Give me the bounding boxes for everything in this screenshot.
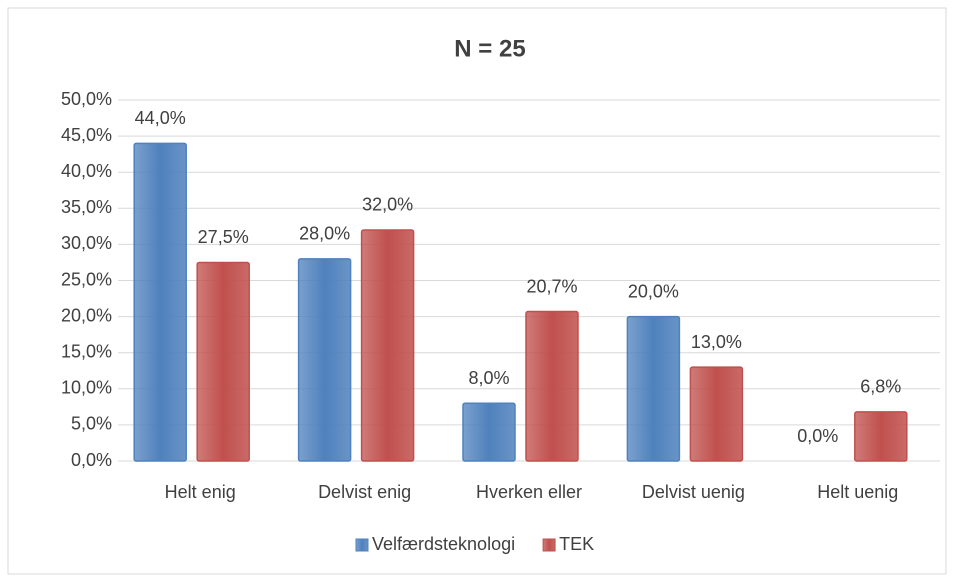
bar [297, 258, 352, 462]
x-tick-label: Delvist enig [318, 482, 411, 502]
y-tick-label: 50,0% [61, 89, 112, 109]
y-tick-label: 5,0% [71, 414, 112, 434]
bar [462, 402, 516, 462]
value-label: 0,0% [797, 426, 838, 446]
y-tick-label: 40,0% [61, 161, 112, 181]
x-tick-label: Helt enig [165, 482, 236, 502]
value-label: 28,0% [299, 224, 350, 244]
legend-swatch [542, 538, 556, 552]
chart-title: N = 25 [454, 35, 525, 62]
bar [854, 411, 908, 462]
value-label: 27,5% [198, 227, 249, 247]
value-label: 44,0% [135, 108, 186, 128]
y-tick-label: 15,0% [61, 341, 112, 361]
bar [525, 310, 579, 462]
value-label: 20,0% [628, 281, 679, 301]
y-tick-label: 0,0% [71, 450, 112, 470]
x-tick-label: Delvist uenig [642, 482, 745, 502]
bar [626, 315, 681, 462]
value-label: 32,0% [362, 195, 413, 215]
legend-swatch [355, 538, 369, 552]
y-tick-label: 35,0% [61, 197, 112, 217]
bar [689, 366, 744, 462]
y-tick-label: 20,0% [61, 305, 112, 325]
y-tick-label: 30,0% [61, 233, 112, 253]
value-label: 13,0% [691, 332, 742, 352]
bar [360, 229, 415, 462]
y-tick-label: 10,0% [61, 378, 112, 398]
x-tick-label: Helt uenig [817, 482, 898, 502]
bar [196, 261, 250, 462]
legend-label: Velfærdsteknologi [372, 534, 515, 554]
value-label: 20,7% [526, 276, 577, 296]
y-tick-label: 25,0% [61, 269, 112, 289]
bar [133, 142, 187, 462]
y-tick-label: 45,0% [61, 125, 112, 145]
legend-label: TEK [559, 534, 594, 554]
value-label: 8,0% [468, 368, 509, 388]
value-label: 6,8% [860, 377, 901, 397]
x-tick-label: Hverken eller [476, 482, 582, 502]
